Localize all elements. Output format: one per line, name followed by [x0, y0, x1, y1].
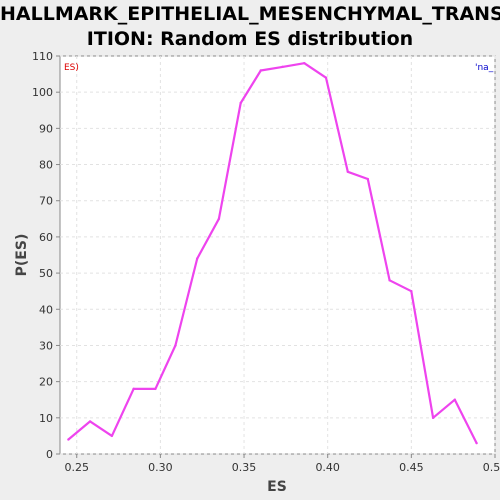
data-point [154, 387, 157, 391]
chart-title-line-2: ITION: Random ES distribution [86, 28, 414, 50]
y-tick-label: 80 [39, 159, 53, 172]
x-tick-label: 0.45 [399, 461, 424, 474]
data-point [88, 420, 92, 423]
data-point [366, 177, 370, 181]
chart-title-line-1: HALLMARK_EPITHELIAL_MESENCHYMAL_TRANS [0, 3, 500, 25]
y-tick-label: 110 [32, 50, 53, 63]
plot-area [59, 55, 496, 455]
data-point [388, 279, 391, 282]
data-point [431, 416, 435, 420]
x-tick-label: 0.50 [483, 461, 500, 474]
y-tick-label: 50 [39, 267, 53, 280]
data-point [346, 170, 349, 173]
y-tick-label: 100 [32, 86, 53, 99]
y-tick-label: 40 [39, 303, 53, 316]
x-tick-label: 0.25 [64, 461, 89, 474]
x-tick-label: 0.40 [315, 461, 340, 474]
data-point [132, 387, 135, 391]
x-axis: 0.25 0.30 0.35 0.40 0.45 0.50 [64, 454, 500, 474]
grid-lines [60, 55, 496, 455]
data-point [110, 434, 114, 438]
data-point [195, 257, 199, 260]
data-point [303, 62, 306, 65]
data-point [217, 217, 221, 221]
y-tick-label: 20 [39, 376, 53, 389]
y-axis-title: P(ES) [14, 234, 30, 277]
y-tick-label: 0 [46, 448, 53, 461]
data-point [239, 101, 242, 105]
y-tick-label: 60 [39, 231, 53, 244]
y-axis: 0 10 20 30 40 50 60 70 80 90 100 110 [32, 50, 60, 461]
y-tick-label: 10 [39, 412, 53, 425]
data-point [174, 344, 177, 347]
y-tick-label: 90 [39, 122, 53, 135]
data-point [475, 441, 478, 445]
y-tick-label: 70 [39, 195, 53, 208]
data-point [453, 398, 457, 401]
data-point [281, 65, 284, 69]
x-axis-title: ES [267, 479, 287, 495]
legend-left-label: ES) [64, 63, 79, 73]
data-point [67, 438, 70, 441]
y-tick-label: 30 [39, 339, 53, 352]
x-tick-label: 0.35 [232, 461, 257, 474]
data-point [324, 76, 328, 79]
data-point [410, 289, 413, 293]
data-point [259, 69, 262, 72]
series-line [67, 62, 478, 444]
series-layer [67, 62, 478, 445]
x-tick-label: 0.30 [148, 461, 173, 474]
legend-right-label: 'na_ [475, 63, 494, 73]
